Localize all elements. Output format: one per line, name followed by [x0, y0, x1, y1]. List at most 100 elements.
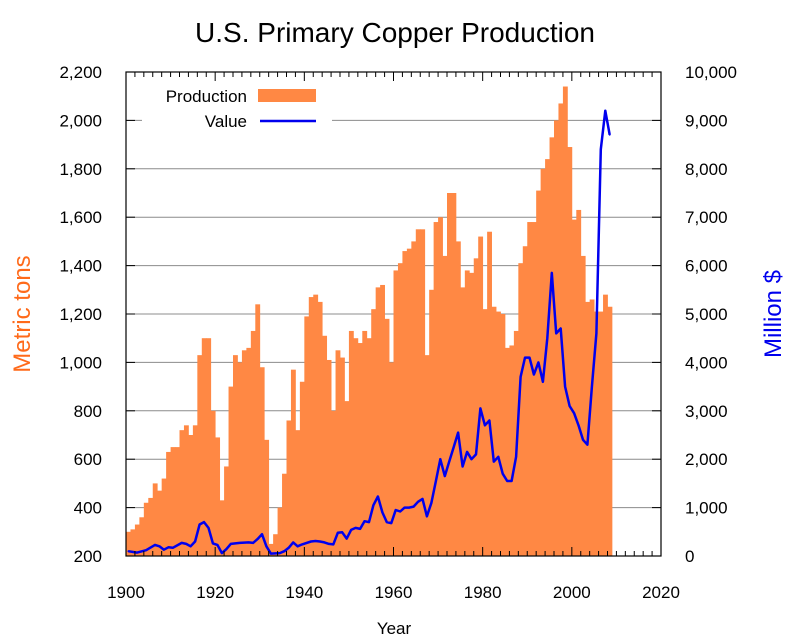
value-point [247, 541, 250, 544]
legend-label-production: Production [166, 87, 247, 106]
production-bar [237, 362, 243, 556]
production-bar [545, 159, 550, 556]
production-bar [148, 497, 154, 556]
value-point [341, 531, 344, 534]
value-point [430, 501, 433, 504]
value-point [279, 552, 281, 554]
y-right-tick-label: 1,000 [685, 499, 728, 518]
production-bar [348, 330, 354, 556]
production-bar [282, 473, 287, 556]
value-point [591, 385, 593, 388]
production-bar [375, 287, 381, 556]
axis-ticks: 1900 1920 1940 1960 1980 2000 2020 200 400 600 800… [59, 63, 737, 602]
production-bar [402, 251, 408, 556]
production-bar [389, 362, 394, 556]
x-tick-label: 1900 [107, 583, 145, 602]
value-point [448, 460, 451, 463]
value-point [216, 544, 219, 546]
y-right-tick-label: 10,000 [685, 63, 737, 82]
y-left-tick-label: 200 [74, 547, 102, 566]
value-point [158, 545, 161, 548]
production-bar [246, 347, 252, 556]
production-bar [197, 355, 203, 556]
production-bar [277, 507, 283, 556]
legend-label-value: Value [205, 112, 247, 131]
production-bar [286, 420, 292, 556]
value-point [323, 541, 326, 544]
production-bar [183, 425, 189, 556]
production-bar [536, 190, 542, 556]
value-point [417, 500, 419, 503]
production-bar [411, 241, 417, 556]
production-bar [397, 263, 403, 556]
production-bar [268, 543, 274, 556]
value-point [439, 458, 442, 461]
value-point [466, 451, 468, 453]
production-bar [233, 355, 238, 556]
value-point [283, 550, 286, 552]
production-bar [308, 297, 314, 556]
value-line [127, 109, 611, 555]
y-left-tick-label: 600 [74, 450, 102, 469]
production-bar [152, 483, 158, 556]
value-point [363, 520, 366, 522]
value-point [475, 453, 477, 456]
value-point [221, 552, 223, 554]
value-point [573, 412, 575, 415]
production-bar [478, 236, 484, 556]
y-right-tick-label: 3,000 [685, 402, 728, 421]
value-point [350, 529, 352, 531]
production-bar [469, 272, 475, 556]
x-tick-label: 2000 [553, 583, 591, 602]
x-tick-label: 1980 [464, 583, 502, 602]
production-bar [540, 168, 546, 557]
x-tick-label: 1940 [285, 583, 323, 602]
y-left-tick-label: 1,200 [59, 305, 102, 324]
value-point [394, 509, 397, 511]
production-bar [393, 270, 399, 556]
value-point [238, 542, 241, 544]
value-point [506, 480, 508, 482]
value-point [510, 480, 513, 482]
production-bar [201, 338, 207, 556]
y-axis-right-label: Million $ [760, 270, 787, 358]
value-point [127, 550, 130, 552]
value-point [528, 356, 531, 359]
value-point [515, 455, 517, 458]
production-bar [531, 222, 537, 557]
production-bar [313, 294, 319, 556]
value-point [368, 521, 370, 523]
production-bar [460, 287, 466, 556]
value-point [568, 405, 571, 407]
production-bar [322, 335, 328, 556]
production-bar [598, 311, 604, 556]
value-point [390, 522, 393, 524]
production-bar [255, 304, 261, 556]
value-point [524, 356, 526, 359]
production-bar [576, 209, 582, 556]
value-point [261, 533, 263, 536]
value-point [546, 337, 549, 340]
production-bar [219, 500, 225, 556]
value-point [595, 332, 598, 335]
value-point [198, 523, 201, 526]
production-bar [134, 524, 140, 556]
production-bar [567, 147, 573, 556]
y-left-tick-label: 400 [74, 499, 102, 518]
production-bar [215, 437, 221, 556]
value-point [301, 543, 303, 546]
value-point [537, 361, 540, 364]
production-bar [451, 193, 457, 556]
value-point [542, 380, 544, 383]
y-right-tick-label: 4,000 [685, 353, 728, 372]
value-point [229, 543, 232, 545]
value-point [145, 549, 147, 551]
production-bar [380, 284, 385, 556]
value-point [470, 458, 473, 461]
production-bar [447, 193, 452, 556]
y-left-tick-label: 1,800 [59, 160, 102, 179]
production-bar [264, 439, 270, 556]
y-right-tick-label: 5,000 [685, 305, 728, 324]
value-point [555, 332, 558, 335]
y-right-tick-label: 8,000 [685, 160, 728, 179]
